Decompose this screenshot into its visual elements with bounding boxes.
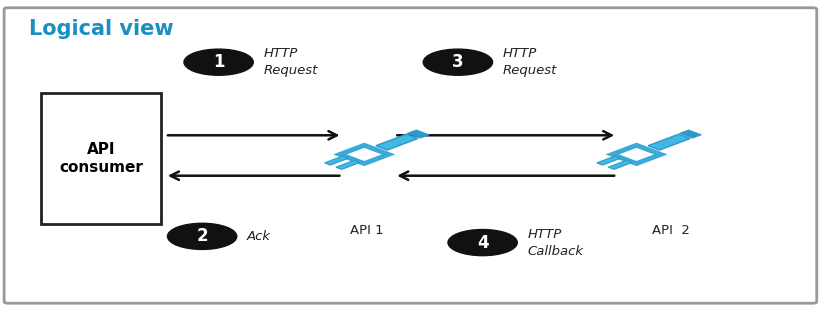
- Text: Logical view: Logical view: [29, 19, 173, 39]
- Text: API
consumer: API consumer: [59, 142, 143, 175]
- Polygon shape: [596, 156, 621, 165]
- Text: 3: 3: [452, 53, 464, 71]
- Circle shape: [423, 49, 493, 75]
- Circle shape: [184, 49, 253, 75]
- Text: HTTP
Request: HTTP Request: [502, 47, 557, 77]
- Polygon shape: [340, 145, 389, 164]
- FancyBboxPatch shape: [41, 93, 161, 224]
- Text: Ack: Ack: [247, 230, 271, 243]
- Polygon shape: [608, 160, 632, 169]
- Text: API 1: API 1: [351, 224, 384, 237]
- Polygon shape: [336, 160, 360, 169]
- Text: 4: 4: [477, 234, 488, 252]
- Text: HTTP
Callback: HTTP Callback: [527, 228, 583, 258]
- Circle shape: [448, 230, 517, 256]
- FancyBboxPatch shape: [4, 8, 817, 303]
- Text: 2: 2: [196, 227, 208, 245]
- Polygon shape: [612, 145, 661, 164]
- Text: API  2: API 2: [652, 224, 690, 237]
- Polygon shape: [376, 134, 418, 150]
- Text: HTTP
Request: HTTP Request: [263, 47, 318, 77]
- Text: 1: 1: [213, 53, 224, 71]
- Polygon shape: [680, 130, 701, 138]
- Polygon shape: [408, 130, 429, 138]
- Polygon shape: [324, 156, 349, 165]
- Polygon shape: [648, 134, 691, 150]
- Circle shape: [167, 223, 237, 249]
